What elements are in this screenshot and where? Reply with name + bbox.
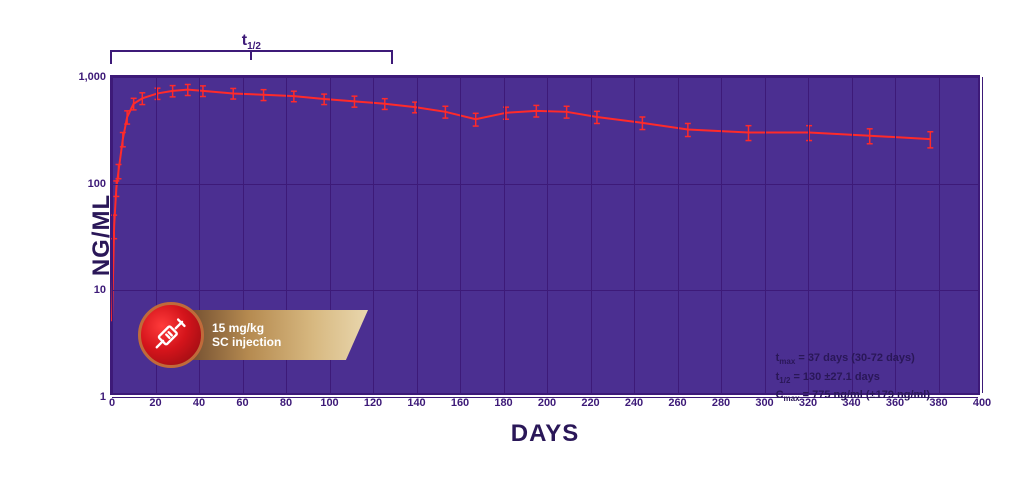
x-tick: 60: [236, 397, 248, 409]
dose-circle: [138, 302, 204, 368]
stats-box: tmax = 37 days (30-72 days) t1/2 = 130 ±…: [776, 350, 930, 405]
y-tick: 10: [94, 284, 106, 296]
x-tick: 20: [149, 397, 161, 409]
y-tick: 1,000: [78, 71, 106, 83]
x-tick: 200: [538, 397, 556, 409]
x-tick: 0: [109, 397, 115, 409]
y-tick: 100: [88, 178, 106, 190]
dose-badge: 15 mg/kg SC injection: [138, 300, 368, 370]
x-axis-label: DAYS: [511, 420, 579, 448]
x-tick: 280: [712, 397, 730, 409]
x-tick: 180: [494, 397, 512, 409]
x-tick: 220: [581, 397, 599, 409]
x-tick: 40: [193, 397, 205, 409]
chart-container: t1/2 NG/ML DAYS 020406080100120140160180…: [60, 20, 1000, 470]
stat-thalf: t1/2 = 130 ±27.1 days: [776, 369, 930, 387]
dose-amount: 15 mg/kg: [212, 321, 352, 335]
dose-flag: 15 mg/kg SC injection: [184, 310, 368, 360]
x-tick: 240: [625, 397, 643, 409]
stat-cmax: Cmax = 775 ng/ml (±179 ng/ml): [776, 387, 930, 405]
x-tick: 260: [668, 397, 686, 409]
x-tick: 300: [755, 397, 773, 409]
syringe-icon: [152, 314, 190, 357]
x-tick: 400: [973, 397, 991, 409]
half-life-bracket: t1/2: [110, 50, 393, 70]
x-tick: 120: [364, 397, 382, 409]
bracket-label: t1/2: [242, 32, 261, 52]
x-tick: 160: [451, 397, 469, 409]
dose-route: SC injection: [212, 335, 352, 349]
x-tick: 100: [320, 397, 338, 409]
x-tick: 380: [929, 397, 947, 409]
x-tick: 80: [280, 397, 292, 409]
x-tick: 140: [407, 397, 425, 409]
stat-tmax: tmax = 37 days (30-72 days): [776, 350, 930, 368]
y-tick: 1: [100, 391, 106, 403]
